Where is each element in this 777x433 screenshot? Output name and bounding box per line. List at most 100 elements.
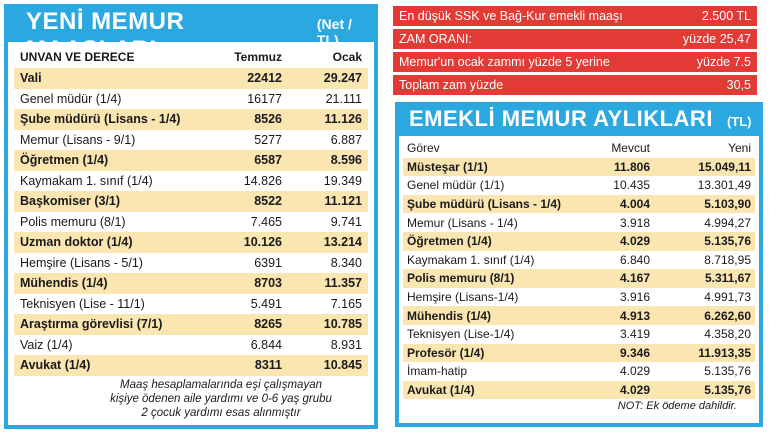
table-row: Kaymakam 1. sınıf (1/4) 6.840 8.718,95 (403, 251, 755, 270)
pension-table-header-row: Görev Mevcut Yeni (403, 139, 755, 158)
footnote-line: Maaş hesaplamalarında eşi çalışmayan (120, 378, 322, 391)
info-row-total-raise: Toplam zam yüzde 30,5 (393, 75, 757, 95)
table-row: Polis memuru (8/1) 7.465 9.741 (14, 212, 368, 233)
row-value-2: 5.311,67 (654, 269, 755, 288)
row-value-1: 3.419 (619, 327, 650, 342)
row-value-2: 8.340 (330, 255, 362, 270)
info-value: 30,5 (726, 78, 751, 92)
row-value-1: 6391 (254, 255, 282, 270)
info-row-min-pension: En düşük SSK ve Bağ-Kur emekli maaşı 2.5… (393, 6, 757, 26)
info-row-january-raise: Memur'un ocak zammı yüzde 5 yerine yüzde… (393, 52, 757, 72)
row-value-1: 10.126 (216, 232, 288, 253)
row-value-2: 5.135,76 (704, 364, 751, 379)
info-value: 2.500 TL (701, 9, 751, 23)
info-label: Memur'un ocak zammı yüzde 5 yerine (399, 55, 610, 69)
row-value-2: 19.349 (323, 173, 362, 188)
table-row: Teknisyen (Lise-1/4) 3.419 4.358,20 (403, 325, 755, 344)
info-value: yüzde 25,47 (682, 32, 751, 46)
row-value-2: 11.126 (288, 109, 368, 130)
left-panel-unit: (Net / TL) (316, 16, 352, 48)
row-value-1: 10.435 (613, 178, 650, 193)
salary-footnote: Maaş hesaplamalarında eşi çalışmayan kiş… (14, 378, 368, 420)
table-row: Şube müdürü (Lisans - 1/4) 8526 11.126 (14, 109, 368, 130)
left-panel-header: YENİ MEMUR MAAŞLARI (Net / TL) (8, 8, 374, 63)
table-row: Genel müdür (1/1) 10.435 13.301,49 (403, 176, 755, 195)
table-row: Avukat (1/4) 4.029 5.135,76 (403, 380, 755, 400)
row-value-2: 5.135,76 (654, 231, 755, 251)
row-value-1: 4.029 (591, 231, 654, 251)
right-panel-header: EMEKLİ MEMUR AYLIKLARI (TL) (399, 106, 759, 136)
row-value-1: 8265 (216, 314, 288, 335)
row-value-2: 4.991,73 (704, 290, 751, 305)
row-title: Polis memuru (8/1) (20, 214, 126, 229)
row-value-1: 5.491 (250, 296, 282, 311)
row-title: Vaiz (1/4) (20, 337, 73, 352)
table-row: Başkomiser (3/1) 8522 11.121 (14, 191, 368, 212)
row-value-1: 6.840 (619, 252, 650, 267)
column-header-position: Görev (407, 141, 440, 156)
new-civil-servant-salaries-panel: YENİ MEMUR MAAŞLARI (Net / TL) UNVAN VE … (4, 4, 378, 429)
row-title: Profesör (1/4) (403, 343, 591, 363)
row-title: Hemşire (Lisans-1/4) (407, 290, 519, 305)
row-value-2: 4.994,27 (704, 215, 751, 230)
row-title: Vali (14, 68, 216, 89)
row-title: Avukat (1/4) (403, 380, 591, 400)
row-value-1: 9.346 (591, 343, 654, 363)
info-label: En düşük SSK ve Bağ-Kur emekli maaşı (399, 9, 623, 23)
row-title: Polis memuru (8/1) (403, 269, 591, 288)
row-value-2: 8.596 (288, 150, 368, 171)
table-row: Teknisyen (Lise - 11/1) 5.491 7.165 (14, 294, 368, 315)
row-value-1: 8311 (216, 355, 288, 376)
info-row-raise-rate: ZAM ORANI: yüzde 25,47 (393, 29, 757, 49)
row-value-2: 29.247 (288, 68, 368, 89)
left-panel-body: UNVAN VE DERECE Temmuz Ocak Vali 22412 29.… (8, 42, 374, 425)
row-title: Araştırma görevlisi (7/1) (14, 314, 216, 335)
row-title: Öğretmen (1/4) (403, 231, 591, 251)
row-title: Memur (Lisans - 1/4) (407, 215, 518, 230)
row-value-2: 8.718,95 (704, 252, 751, 267)
row-value-2: 21.111 (325, 91, 362, 106)
row-title: Şube müdürü (Lisans - 1/4) (14, 109, 216, 130)
row-value-1: 7.465 (250, 214, 282, 229)
row-value-2: 7.165 (330, 296, 362, 311)
row-title: Mühendis (1/4) (14, 273, 216, 294)
row-value-2: 15.049,11 (654, 157, 755, 177)
table-row: Araştırma görevlisi (7/1) 8265 10.785 (14, 314, 368, 335)
row-value-1: 4.029 (591, 380, 654, 400)
table-row: Öğretmen (1/4) 4.029 5.135,76 (403, 231, 755, 251)
row-value-1: 4.004 (591, 194, 654, 214)
row-value-2: 5.135,76 (654, 380, 755, 400)
table-row: Memur (Lisans - 9/1) 5277 6.887 (14, 130, 368, 151)
column-header-january: Ocak (332, 50, 362, 64)
row-value-2: 9.741 (330, 214, 362, 229)
row-value-1: 4.913 (591, 306, 654, 325)
row-value-2: 11.357 (288, 273, 368, 294)
row-value-2: 10.845 (288, 355, 368, 376)
table-row: Polis memuru (8/1) 4.167 5.311,67 (403, 269, 755, 288)
row-title: Şube müdürü (Lisans - 1/4) (403, 194, 591, 214)
row-value-1: 8703 (216, 273, 288, 294)
row-value-1: 22412 (216, 68, 288, 89)
row-value-1: 4.029 (619, 364, 650, 379)
table-row: Hemşire (Lisans - 5/1) 6391 8.340 (14, 253, 368, 274)
row-value-1: 3.918 (619, 215, 650, 230)
pension-footnote: NOT: Ek ödeme dahildir. (617, 400, 737, 413)
row-value-1: 6.844 (250, 337, 282, 352)
row-title: Öğretmen (1/4) (14, 150, 216, 171)
pension-table-body: Müsteşar (1/1) 11.806 15.049,11 Genel müdür… (403, 157, 755, 400)
row-value-2: 11.121 (288, 191, 368, 212)
right-panel-unit: (TL) (726, 114, 752, 129)
column-header-current: Mevcut (611, 141, 650, 156)
table-row: Öğretmen (1/4) 6587 8.596 (14, 150, 368, 171)
table-row: Avukat (1/4) 8311 10.845 (14, 355, 368, 376)
row-value-2: 5.103,90 (654, 194, 755, 214)
salary-table: UNVAN VE DERECE Temmuz Ocak Vali 22412 29.… (14, 46, 368, 376)
info-value: yüzde 7.5 (696, 55, 751, 69)
row-title: Kaymakam 1. sınıf (1/4) (407, 252, 535, 267)
row-title: Uzman doktor (1/4) (14, 232, 216, 253)
row-value-2: 4.358,20 (704, 327, 751, 342)
row-value-1: 3.916 (619, 290, 650, 305)
row-value-1: 14.826 (243, 173, 282, 188)
row-value-2: 13.214 (288, 232, 368, 253)
retired-civil-servant-pensions-panel: EMEKLİ MEMUR AYLIKLARI (TL) Görev Mevcut… (395, 102, 763, 427)
